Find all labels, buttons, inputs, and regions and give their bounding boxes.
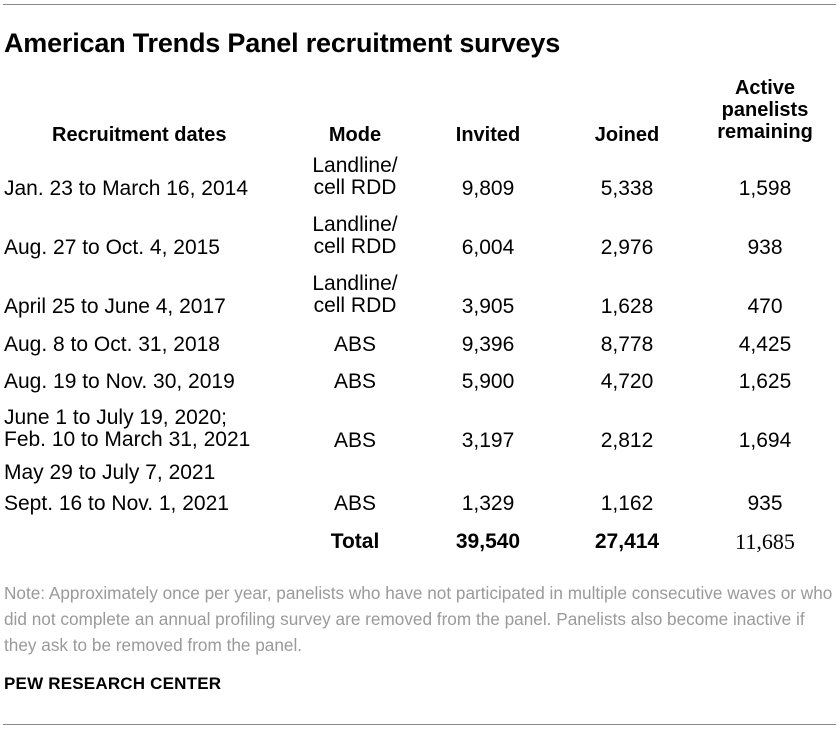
row-1-mode: Landline/ cell RDD — [275, 155, 435, 199]
total-joined: 27,414 — [594, 530, 660, 553]
row-3-joined: 1,628 — [600, 295, 654, 318]
row-1-mode-line2: cell RDD — [313, 176, 397, 199]
row-6-dates-line2: Feb. 10 to March 31, 2021 — [4, 428, 251, 451]
row-2-dates: Aug. 27 to Oct. 4, 2015 — [4, 236, 220, 259]
total-label: Total — [330, 530, 380, 553]
page-title: American Trends Panel recruitment survey… — [4, 28, 561, 58]
row-7-mode: ABS — [333, 492, 377, 515]
header-active-line3: remaining — [717, 121, 813, 143]
footnote: Note: Approximately once per year, panel… — [4, 583, 833, 655]
row-7-joined: 1,162 — [600, 492, 654, 515]
row-6-dates-line1: June 1 to July 19, 2020; — [4, 406, 227, 429]
row-2-invited: 6,004 — [461, 236, 515, 259]
bottom-rule — [3, 724, 836, 725]
row-4-mode: ABS — [333, 333, 377, 356]
header-active-panelists: Active panelists remaining — [690, 77, 840, 143]
row-2-active: 938 — [747, 236, 783, 259]
row-1-joined: 5,338 — [600, 177, 654, 200]
row-5-invited: 5,900 — [461, 370, 515, 393]
row-1-invited: 9,809 — [461, 177, 515, 200]
row-5-joined: 4,720 — [600, 370, 654, 393]
row-6-mode: ABS — [333, 429, 377, 452]
row-4-joined: 8,778 — [600, 333, 654, 356]
row-4-active: 4,425 — [738, 333, 792, 356]
row-5-dates: Aug. 19 to Nov. 30, 2019 — [4, 370, 235, 393]
top-rule — [3, 4, 836, 5]
header-recruitment-dates: Recruitment dates — [52, 124, 227, 146]
header-joined: Joined — [594, 124, 660, 146]
row-7-dates-line1: May 29 to July 7, 2021 — [4, 461, 216, 484]
row-3-mode-line2: cell RDD — [313, 294, 397, 317]
row-1-mode-line1: Landline/ — [312, 154, 398, 177]
row-3-mode-line1: Landline/ — [312, 272, 398, 295]
row-4-invited: 9,396 — [461, 333, 515, 356]
row-7-dates-line2: Sept. 16 to Nov. 1, 2021 — [4, 492, 229, 515]
row-5-active: 1,625 — [738, 370, 792, 393]
row-6-active: 1,694 — [738, 429, 792, 452]
total-invited: 39,540 — [455, 530, 521, 553]
row-3-invited: 3,905 — [461, 295, 515, 318]
row-5-mode: ABS — [333, 370, 377, 393]
row-2-mode: Landline/ cell RDD — [275, 214, 435, 258]
source-label: PEW RESEARCH CENTER — [4, 674, 222, 693]
row-2-mode-line2: cell RDD — [313, 235, 397, 258]
row-6-invited: 3,197 — [461, 429, 515, 452]
row-7-invited: 1,329 — [461, 492, 515, 515]
row-3-dates: April 25 to June 4, 2017 — [4, 295, 226, 318]
row-2-joined: 2,976 — [600, 236, 654, 259]
row-1-active: 1,598 — [738, 177, 792, 200]
row-6-dates: June 1 to July 19, 2020; Feb. 10 to Marc… — [4, 407, 250, 451]
total-active: 11,685 — [735, 529, 795, 554]
row-2-mode-line1: Landline/ — [312, 213, 398, 236]
row-1-dates: Jan. 23 to March 16, 2014 — [4, 177, 248, 200]
header-active-line2: panelists — [721, 99, 809, 121]
header-invited: Invited — [455, 124, 521, 146]
row-6-joined: 2,812 — [600, 429, 654, 452]
row-3-active: 470 — [747, 295, 783, 318]
header-mode: Mode — [328, 124, 382, 146]
header-active-line1: Active — [734, 77, 796, 99]
row-4-dates: Aug. 8 to Oct. 31, 2018 — [4, 333, 220, 356]
row-7-active: 935 — [747, 492, 783, 515]
row-3-mode: Landline/ cell RDD — [275, 273, 435, 317]
